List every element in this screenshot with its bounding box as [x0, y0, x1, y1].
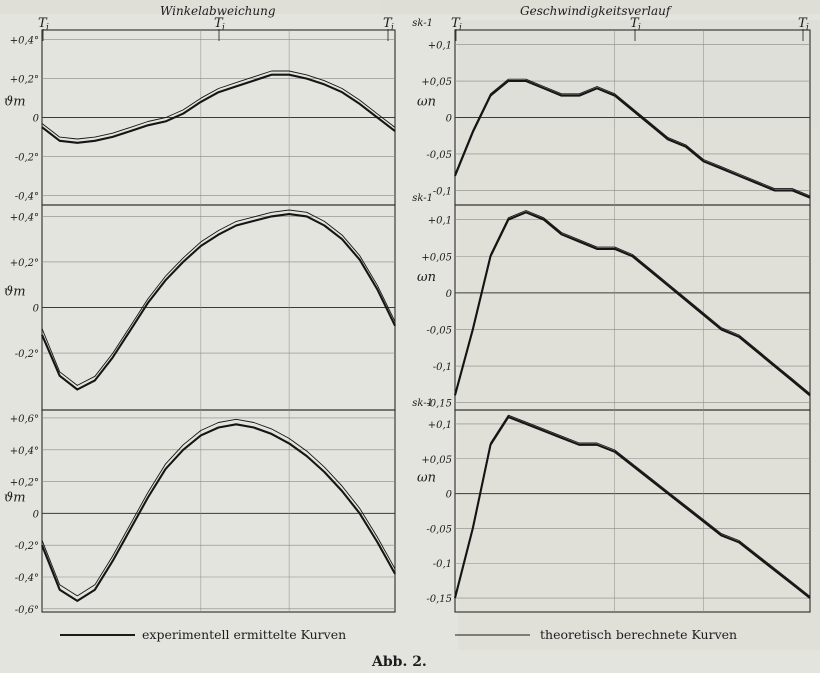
tick-label-left-1-1: +0,2°: [10, 75, 39, 86]
ti-marker-2: T: [383, 16, 393, 31]
curve-left-1-experimental: [41, 73, 396, 144]
figure-caption: Abb. 2.: [371, 654, 427, 670]
tick-label-left-1-3: -0,2°: [15, 152, 39, 163]
ylabel-left-1: ϑm: [4, 95, 26, 110]
tick-label-left-3-6: -0,6°: [15, 605, 39, 616]
left-title: Winkelabweichung: [160, 4, 276, 18]
curve-left-1-theoretical: [41, 70, 396, 140]
ti-marker-sub-2: i: [391, 23, 394, 33]
tick-label-right-3-4: -0,1: [433, 559, 452, 570]
curve-right-2-theoretical: [454, 210, 811, 394]
tick-label-right-2-2: 0: [446, 289, 453, 300]
ti-marker-3: T: [451, 16, 461, 31]
tick-label-left-3-1: +0,4°: [10, 446, 39, 457]
yunit-right-3: sk-1: [412, 398, 433, 409]
ylabel-left-2: ϑm: [4, 285, 26, 300]
tick-label-left-2-1: +0,2°: [10, 258, 39, 269]
ti-marker-0: T: [38, 16, 48, 31]
tick-label-right-1-1: +0,05: [421, 77, 452, 88]
tick-label-right-3-3: -0,05: [426, 524, 452, 535]
tick-label-left-2-3: -0,2°: [15, 349, 39, 360]
tick-label-left-3-4: -0,2°: [15, 541, 39, 552]
curve-left-2-theoretical: [41, 209, 396, 386]
ti-marker-sub-0: i: [46, 23, 49, 33]
tick-label-right-3-0: +0,1: [428, 420, 452, 431]
panel-grids: [42, 30, 810, 612]
ti-marker-sub-5: i: [806, 23, 809, 33]
ti-marker-4: T: [630, 16, 640, 31]
tick-label-left-3-0: +0,6°: [10, 414, 39, 425]
ti-marker-5: T: [798, 16, 808, 31]
legend: experimentell ermittelte Kurven theoreti…: [60, 627, 737, 642]
tick-label-right-2-0: +0,1: [428, 216, 452, 227]
tick-label-left-1-0: +0,4°: [10, 36, 39, 47]
tick-label-right-1-2: 0: [446, 114, 453, 125]
ti-marker-sub-3: i: [459, 23, 462, 33]
curve-right-1-experimental: [454, 79, 811, 199]
tick-label-left-1-4: -0,4°: [15, 191, 39, 202]
ti-marker-1: T: [214, 16, 224, 31]
panel-frame-right-3: [454, 409, 811, 613]
tick-label-right-1-3: -0,05: [426, 150, 452, 161]
tick-label-right-3-5: -0,15: [426, 594, 452, 605]
curve-right-1-theoretical: [454, 78, 811, 197]
axis-tick-labels: +0,4° +0,2° 0 -0,2° -0,4° ϑm +0,4° +0,2° 0 -0,2° ϑ…: [4, 18, 453, 616]
tick-label-right-2-1: +0,05: [421, 252, 452, 263]
curve-left-3-experimental: [41, 423, 396, 602]
yunit-right-2: sk-1: [412, 193, 433, 204]
tick-label-left-2-0: +0,4°: [10, 212, 39, 223]
ylabel-left-3: ϑm: [4, 490, 26, 505]
legend-label-experimental: experimentell ermittelte Kurven: [142, 627, 346, 642]
ylabel-right-1: ωn: [417, 95, 436, 110]
curve-right-2-experimental: [453, 211, 811, 397]
ylabel-right-2: ωn: [417, 270, 436, 285]
ti-marker-sub-4: i: [638, 23, 641, 33]
ti-marker-sub-1: i: [222, 23, 225, 33]
ylabel-right-3: ωn: [417, 471, 436, 486]
panel-frame-left-3: [41, 409, 396, 613]
tick-label-left-3-2: +0,2°: [10, 478, 39, 489]
curve-right-3-experimental: [453, 415, 811, 599]
tick-label-right-2-4: -0,1: [433, 362, 452, 373]
legend-label-theoretical: theoretisch berechnete Kurven: [540, 627, 737, 642]
tick-label-left-3-5: -0,4°: [15, 573, 39, 584]
tick-label-right-3-1: +0,05: [421, 455, 452, 466]
right-title: Geschwindigkeitsverlauf: [520, 4, 673, 18]
curve-left-3-theoretical: [41, 418, 396, 597]
data-curves: [41, 70, 811, 602]
tick-label-left-1-2: 0: [33, 114, 40, 125]
tick-label-right-3-2: 0: [446, 490, 453, 501]
yunit-right-1: sk-1: [412, 18, 433, 29]
background-text-bleed: [0, 0, 820, 650]
tick-label-right-2-3: -0,05: [426, 325, 452, 336]
tick-label-right-2-5: -0,15: [426, 399, 452, 410]
curve-right-3-theoretical: [454, 414, 811, 597]
tick-label-left-3-3: 0: [33, 509, 40, 520]
tick-label-right-1-4: -0,1: [433, 186, 452, 197]
tick-label-right-1-0: +0,1: [428, 41, 452, 52]
curve-left-2-experimental: [41, 213, 396, 391]
tick-label-left-2-2: 0: [33, 304, 40, 315]
